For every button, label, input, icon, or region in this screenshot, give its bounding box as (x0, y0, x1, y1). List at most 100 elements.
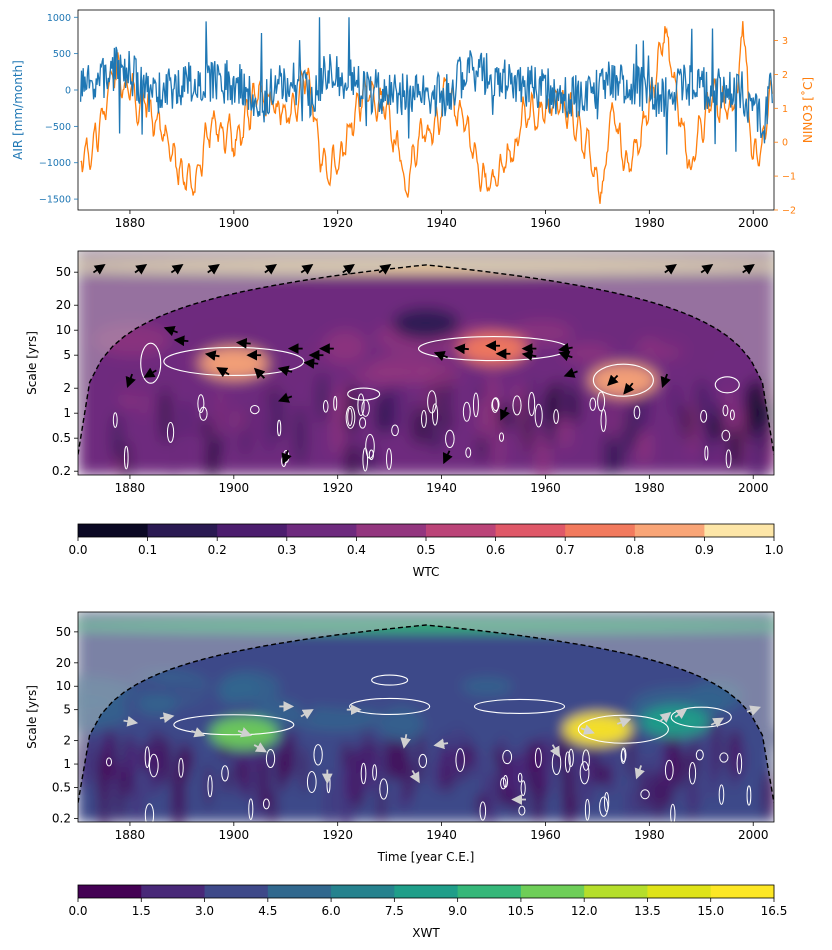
phase-arrow (746, 705, 762, 716)
y-tick-label: 1 (63, 757, 71, 771)
phase-arrow (143, 367, 157, 378)
phase-arrow (563, 367, 578, 378)
left-tick-label: 1000 (47, 13, 71, 24)
phase-arrow (191, 727, 206, 738)
phase-arrow (300, 709, 314, 720)
series-nino3-line (80, 21, 773, 204)
colorbar-tick-label: 6.0 (322, 904, 341, 918)
colorbar-tick-label: 12.0 (571, 904, 598, 918)
y-tick-label: 5 (63, 348, 71, 362)
y-tick-label: 10 (56, 679, 71, 693)
x-tick-label: 1980 (634, 216, 665, 230)
colorbar-tick-label: 1.5 (132, 904, 151, 918)
x-tick-label: 1980 (634, 481, 665, 495)
phase-arrow (253, 742, 267, 753)
x-tick-label: 1940 (426, 828, 457, 842)
phase-arrow (700, 263, 714, 275)
wtc-heatmap (78, 251, 774, 475)
phase-arrow (216, 367, 230, 378)
x-tick-label: 1920 (322, 481, 353, 495)
phase-arrow (549, 744, 561, 758)
right-tick-label: −2 (782, 206, 796, 217)
left-tick-label: 500 (53, 49, 71, 60)
x-tick-label: 2000 (738, 828, 769, 842)
phase-arrow (433, 738, 449, 750)
phase-arrow (674, 708, 688, 720)
left-tick-label: −1000 (39, 158, 71, 169)
colorbar-tick-label: 13.5 (634, 904, 661, 918)
phase-arrow (204, 350, 220, 361)
left-axis-label: AIR [mm/month] (11, 60, 25, 160)
wtc-frame (77, 250, 775, 476)
left-tick-label: −500 (45, 122, 71, 133)
phase-arrow (558, 350, 573, 362)
phase-arrow (163, 325, 178, 337)
phase-arrow (623, 382, 635, 395)
phase-arrow (521, 350, 537, 361)
colorbar-tick-label: 3.0 (195, 904, 214, 918)
xwt-frame (77, 611, 775, 823)
phase-arrow (710, 717, 725, 728)
wtc-y-axis-label: Scale [yrs] (25, 331, 39, 395)
xwt-colorbar-label: XWT (412, 926, 440, 940)
colorbar-tick-label: 0.5 (416, 543, 435, 557)
wtc-colorbar: 0.0 0.1 0.2 0.3 0.4 0.5 0.6 0.7 0.8 0.9 1.0 WTC (68, 523, 784, 579)
colorbar-tick-label: 1.0 (764, 543, 783, 557)
wtc-phase-arrows (92, 263, 755, 465)
phase-arrow (433, 350, 448, 362)
phase-arrow (607, 374, 619, 387)
x-axis-label: Time [year C.E.] (377, 850, 475, 864)
phase-arrow (660, 373, 671, 388)
y-tick-label: 0.5 (52, 431, 71, 445)
x-tick-label: 1940 (426, 481, 457, 495)
phase-arrow (235, 337, 251, 349)
phase-arrow (170, 263, 184, 275)
colorbar-tick-label: 9.0 (448, 904, 467, 918)
y-tick-label: 50 (56, 265, 71, 279)
x-tick-label: 2000 (738, 481, 769, 495)
x-tick-label: 1920 (322, 828, 353, 842)
phase-arrow (634, 765, 645, 780)
xwt-colorbar: 0.0 1.5 3.0 4.5 6.0 7.5 9.0 10.5 12.0 13.5 15.0 16.… (68, 884, 788, 940)
x-tick-label: 1880 (115, 216, 146, 230)
xwt-significance-contours (106, 674, 752, 822)
wtc-x-axis: 1880 1900 1920 1940 1960 1980 2000 (115, 475, 769, 495)
phase-arrow (454, 343, 469, 355)
y-tick-label: 10 (56, 323, 71, 337)
phase-arrow (616, 717, 632, 728)
y-tick-label: 50 (56, 625, 71, 639)
xwt-panel: 1880 1900 1920 1940 1960 1980 2000 0.2 0.5 1 2 5 10… (25, 611, 775, 864)
phase-arrow (123, 715, 139, 727)
phase-arrow (580, 724, 595, 735)
colorbar-tick-label: 0.8 (625, 543, 644, 557)
y-tick-label: 0.5 (52, 780, 71, 794)
phase-arrow (442, 450, 453, 465)
x-tick-label: 1900 (219, 216, 250, 230)
phase-arrow (173, 335, 189, 347)
xwt-plot-area (78, 612, 774, 822)
timeseries-right-axis: −2 −1 0 1 2 3 (774, 36, 796, 217)
phase-arrow (207, 263, 220, 275)
x-tick-label: 1920 (322, 216, 353, 230)
colorbar-tick-label: 7.5 (385, 904, 404, 918)
phase-arrow (659, 711, 672, 723)
right-axis-label: NINO3 [˚C] (800, 77, 815, 143)
x-tick-label: 1880 (115, 481, 146, 495)
y-tick-label: 0.2 (52, 464, 71, 478)
x-tick-label: 1960 (530, 481, 561, 495)
left-tick-label: −1500 (39, 195, 71, 206)
colorbar-tick-label: 0.1 (138, 543, 157, 557)
xwt-cone-of-influence (78, 612, 774, 803)
xwt-x-axis: 1880 1900 1920 1940 1960 1980 2000 (115, 822, 769, 842)
x-tick-label: 1900 (219, 481, 250, 495)
colorbar-tick-label: 16.5 (761, 904, 788, 918)
phase-arrow (125, 373, 136, 388)
phase-arrow (409, 770, 420, 784)
xwt-y-axis-label: Scale [yrs] (25, 685, 39, 749)
phase-arrow (237, 727, 253, 738)
phase-arrow (303, 358, 319, 369)
x-tick-label: 1900 (219, 828, 250, 842)
y-tick-label: 20 (56, 656, 71, 670)
phase-arrow (664, 263, 677, 275)
y-tick-label: 2 (63, 734, 71, 748)
